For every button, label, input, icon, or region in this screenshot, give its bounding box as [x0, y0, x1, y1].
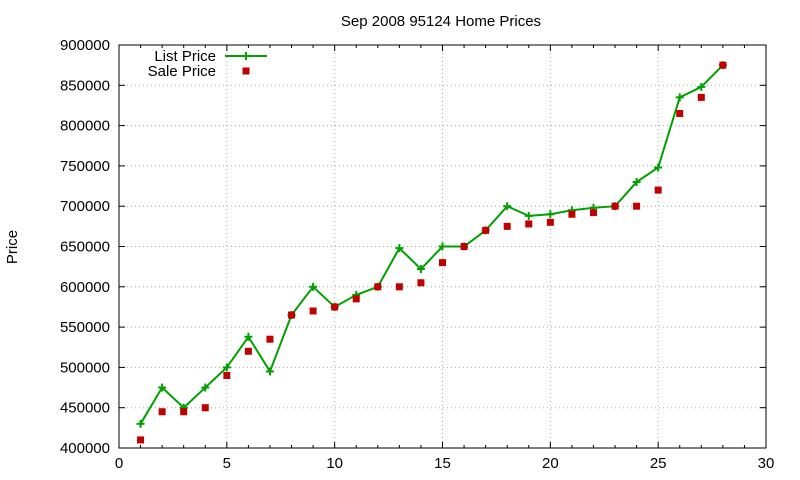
y-tick-label: 650000 — [60, 239, 110, 256]
sale-price-point — [460, 243, 468, 250]
y-tick-label: 450000 — [60, 400, 110, 417]
sale-price-point — [266, 335, 274, 343]
list-price-point — [697, 82, 706, 91]
sale-price-point — [158, 408, 166, 416]
legend-list-price-label: List Price — [154, 48, 216, 65]
sale-price-point — [439, 259, 446, 267]
list-price-point — [675, 93, 684, 102]
sale-price-point — [654, 186, 662, 194]
list-price-point — [546, 210, 555, 219]
legend-sale-price-marker — [242, 67, 250, 75]
y-tick-label: 900000 — [60, 37, 110, 54]
sale-price-point — [180, 408, 188, 416]
tick-labels: 0 5 10 15 20 25 30 400000 450000 500000 550000 6000… — [60, 37, 774, 472]
y-tick-label: 600000 — [60, 279, 110, 296]
sale-price-point — [395, 283, 403, 291]
sale-price-point — [137, 436, 145, 444]
y-tick-label: 850000 — [60, 77, 110, 94]
sale-price-point — [331, 303, 339, 311]
list-price-point — [632, 178, 641, 187]
x-tick-label: 15 — [434, 455, 451, 472]
sale-price-point — [633, 202, 641, 210]
sale-price-point — [223, 371, 231, 379]
x-tick-label: 25 — [650, 455, 667, 472]
list-price-point — [503, 202, 512, 211]
sale-price-point — [482, 226, 490, 234]
y-tick-label: 400000 — [60, 440, 110, 457]
sale-price-point — [244, 347, 252, 355]
sale-price-point — [309, 307, 317, 315]
list-price-point — [222, 363, 231, 372]
legend-sale-price-label: Sale Price — [148, 63, 216, 80]
x-tick-label: 20 — [542, 455, 559, 472]
sale-price-point — [201, 404, 209, 412]
legend: List Price Sale Price — [148, 48, 267, 80]
sale-price-point — [676, 110, 684, 118]
legend-list-price-marker — [242, 52, 250, 60]
sale-price-point — [568, 210, 576, 218]
list-price-point — [158, 383, 167, 392]
list-price-point — [395, 244, 404, 253]
x-tick-label: 10 — [326, 455, 343, 472]
sale-price-point — [288, 311, 296, 319]
list-price-point — [309, 282, 318, 291]
sale-price-point — [589, 209, 597, 217]
list-price-point — [524, 211, 533, 220]
list-price-point — [654, 163, 663, 172]
y-tick-label: 550000 — [60, 319, 110, 336]
sale-price-point — [546, 218, 554, 226]
y-tick-label: 750000 — [60, 158, 110, 175]
sale-price-point — [719, 61, 727, 69]
sale-price-point — [697, 93, 705, 101]
sale-price-point — [417, 279, 425, 287]
list-price-point — [438, 242, 447, 251]
y-axis-label: Price — [4, 230, 21, 264]
list-price-line — [139, 64, 724, 425]
list-price-point — [265, 367, 274, 376]
chart-title: Sep 2008 95124 Home Prices — [341, 13, 541, 30]
y-tick-label: 500000 — [60, 359, 110, 376]
sale-price-point — [525, 220, 533, 228]
x-tick-label: 30 — [758, 455, 775, 472]
sale-price-point — [352, 295, 360, 303]
list-price-point — [201, 383, 210, 392]
sale-price-point — [503, 222, 511, 230]
x-tick-label: 5 — [223, 455, 231, 472]
y-tick-label: 700000 — [60, 198, 110, 215]
plot-frame — [118, 44, 767, 449]
list-price-point — [244, 332, 253, 341]
plot-area — [136, 61, 727, 444]
list-price-point — [136, 419, 145, 428]
y-tick-label: 800000 — [60, 118, 110, 135]
sale-price-point — [611, 202, 619, 210]
list-price-point — [416, 265, 425, 274]
x-tick-label: 0 — [115, 455, 123, 472]
sale-price-point — [374, 283, 382, 291]
